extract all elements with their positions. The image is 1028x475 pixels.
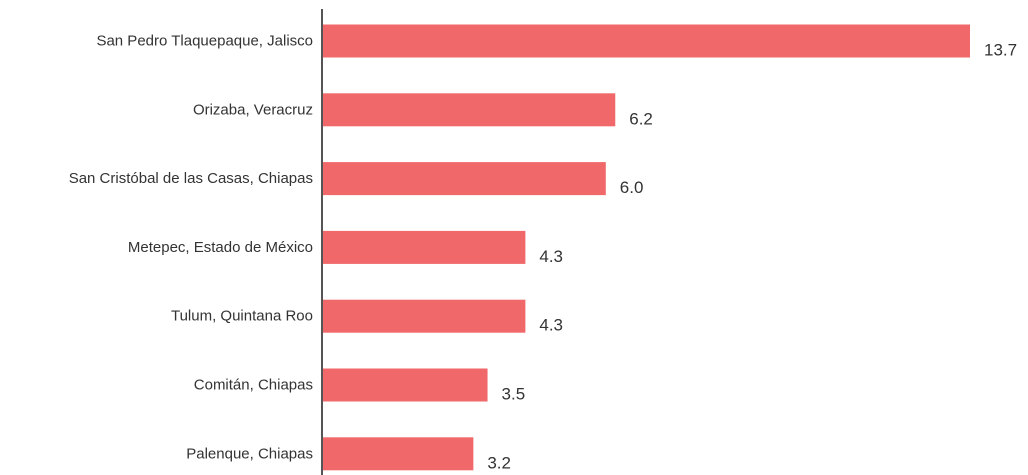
value-label-5: 3.5 — [502, 385, 526, 404]
bar-0 — [322, 24, 970, 58]
value-label-6: 3.2 — [487, 453, 511, 472]
value-label-1: 6.2 — [629, 109, 653, 128]
bar-5 — [322, 368, 488, 402]
category-label-1: Orizaba, Veracruz — [193, 101, 313, 118]
bar-3 — [322, 230, 526, 264]
category-label-3: Metepec, Estado de México — [128, 239, 313, 256]
value-label-4: 4.3 — [539, 316, 563, 335]
category-labels-group: San Pedro Tlaquepaque, Jalisco Orizaba, V… — [69, 33, 313, 463]
value-label-0: 13.7 — [984, 41, 1017, 60]
bar-6 — [322, 437, 474, 471]
bar-4 — [322, 299, 526, 333]
category-label-6: Palenque, Chiapas — [186, 445, 313, 462]
bar-2 — [322, 162, 606, 196]
category-label-5: Comitán, Chiapas — [194, 377, 313, 394]
category-label-0: San Pedro Tlaquepaque, Jalisco — [96, 33, 313, 50]
category-label-4: Tulum, Quintana Roo — [171, 308, 313, 325]
value-labels-group: 13.7 6.2 6.0 4.3 4.3 3.5 3.2 — [487, 41, 1017, 473]
bar-1 — [322, 93, 616, 127]
value-label-2: 6.0 — [620, 178, 644, 197]
bars-group — [322, 24, 970, 471]
category-label-2: San Cristóbal de las Casas, Chiapas — [69, 170, 313, 187]
value-label-3: 4.3 — [539, 247, 563, 266]
